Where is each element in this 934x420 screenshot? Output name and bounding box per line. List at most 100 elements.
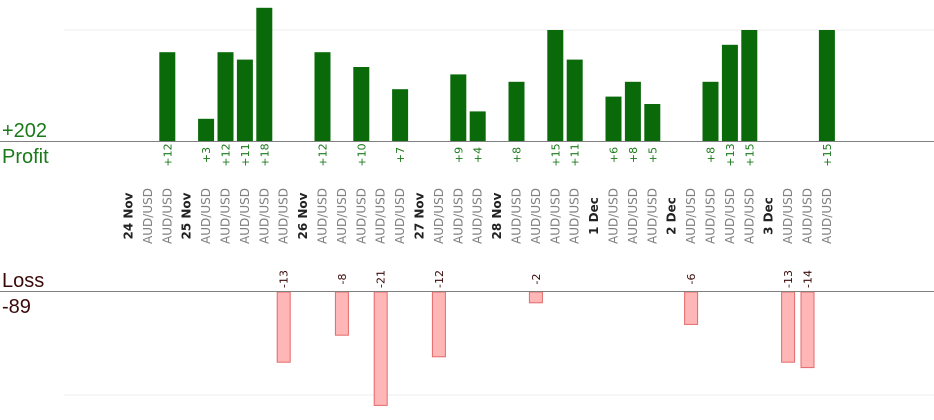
profit-bar — [353, 67, 370, 141]
loss-bar — [373, 291, 388, 406]
loss-value-label: -6 — [685, 274, 698, 285]
gridlines — [64, 29, 934, 396]
loss-bar — [684, 291, 699, 325]
profit-bar — [159, 52, 176, 142]
profit-bar — [236, 59, 253, 141]
loss-value-label: -12 — [433, 270, 446, 288]
category-label: AUD/USD — [219, 188, 233, 244]
category-label: AUD/USD — [742, 188, 756, 244]
bars — [159, 7, 835, 406]
category-label: AUD/USD — [529, 188, 543, 244]
profit-bar — [256, 7, 273, 141]
profit-value-label: +8 — [511, 147, 524, 163]
loss-bar — [528, 291, 543, 304]
profit-bar — [547, 30, 564, 141]
profit-bar — [624, 81, 641, 141]
date-label: 2 Dec — [665, 197, 679, 235]
category-label: AUD/USD — [607, 188, 621, 244]
axes — [0, 141, 934, 292]
profit-label: Profit — [2, 146, 49, 168]
profit-bar — [605, 96, 622, 141]
profit-value-label: +5 — [646, 147, 659, 163]
loss-bar — [781, 291, 796, 363]
loss-value-label: -8 — [336, 274, 349, 285]
loss-label: Loss — [2, 270, 44, 292]
date-label: 3 Dec — [762, 197, 776, 235]
category-label: AUD/USD — [781, 188, 795, 244]
profit-bar — [741, 30, 758, 141]
profit-value-label: +11 — [239, 143, 252, 166]
category-label: AUD/USD — [471, 188, 485, 244]
profit-value-label: +12 — [161, 143, 174, 166]
loss-value-label: -13 — [278, 270, 291, 288]
profit-value-label: +15 — [743, 143, 756, 166]
loss-bar — [276, 291, 291, 363]
profit-bar — [217, 52, 234, 142]
category-label: AUD/USD — [626, 188, 640, 244]
profit-value-label: +8 — [705, 147, 718, 163]
category-label: AUD/USD — [257, 188, 271, 244]
category-label: AUD/USD — [316, 188, 330, 244]
category-label: AUD/USD — [548, 188, 562, 244]
profit-bar — [702, 81, 719, 141]
profit-bar — [644, 104, 661, 141]
profit-value-label: +8 — [627, 147, 640, 163]
loss-value-label: -14 — [802, 270, 815, 288]
loss-total: -89 — [2, 296, 31, 318]
profit-bar — [450, 74, 467, 141]
profit-bar — [721, 44, 738, 141]
category-label: AUD/USD — [393, 188, 407, 244]
loss-bar — [800, 291, 815, 369]
date-label: 24 Nov — [122, 192, 136, 239]
loss-bar — [334, 291, 349, 336]
date-label: 27 Nov — [413, 192, 427, 239]
profit-value-label: +7 — [394, 147, 407, 163]
loss-value-label: -13 — [782, 270, 795, 288]
profit-bar — [198, 118, 215, 141]
loss-bar — [431, 291, 446, 358]
category-label: AUD/USD — [510, 188, 524, 244]
profit-bar — [392, 89, 409, 141]
category-label: AUD/USD — [820, 188, 834, 244]
profit-value-label: +9 — [452, 147, 465, 163]
profit-value-label: +3 — [200, 147, 213, 163]
profit-bar — [566, 59, 583, 141]
category-label: AUD/USD — [277, 188, 291, 244]
profit-value-label: +15 — [821, 143, 834, 166]
profit-bar — [508, 81, 525, 141]
category-label: AUD/USD — [568, 188, 582, 244]
category-label: AUD/USD — [199, 188, 213, 244]
date-label: 25 Nov — [180, 192, 194, 239]
category-label: AUD/USD — [723, 188, 737, 244]
category-label: AUD/USD — [451, 188, 465, 244]
category-label: AUD/USD — [432, 188, 446, 244]
date-label: 28 Nov — [490, 192, 504, 239]
profit-value-label: +12 — [220, 143, 233, 166]
category-label: AUD/USD — [141, 188, 155, 244]
category-label: AUD/USD — [684, 188, 698, 244]
date-label: 1 Dec — [587, 197, 601, 235]
profit-bar — [818, 30, 835, 141]
profit-value-label: +11 — [569, 143, 582, 166]
category-label: AUD/USD — [704, 188, 718, 244]
profit-value-label: +18 — [258, 143, 271, 166]
category-label: AUD/USD — [645, 188, 659, 244]
category-label: AUD/USD — [335, 188, 349, 244]
category-label: AUD/USD — [801, 188, 815, 244]
category-label: AUD/USD — [354, 188, 368, 244]
profit-bar — [469, 111, 486, 141]
profit-value-label: +12 — [317, 143, 330, 166]
category-label: AUD/USD — [238, 188, 252, 244]
category-label: AUD/USD — [374, 188, 388, 244]
date-label: 26 Nov — [296, 192, 310, 239]
profit-value-label: +4 — [472, 147, 485, 163]
profit-value-label: +6 — [608, 147, 621, 163]
loss-value-label: -2 — [530, 274, 543, 285]
profit-bar — [314, 52, 331, 142]
profit-total: +202 — [2, 120, 47, 142]
loss-value-label: -21 — [375, 270, 388, 288]
profit-value-label: +15 — [549, 143, 562, 166]
profit-value-label: +10 — [355, 143, 368, 166]
labels: 24 Nov AUD/USD AUD/USD +12 25 Nov AUD/USD +3 AU… — [122, 143, 834, 288]
